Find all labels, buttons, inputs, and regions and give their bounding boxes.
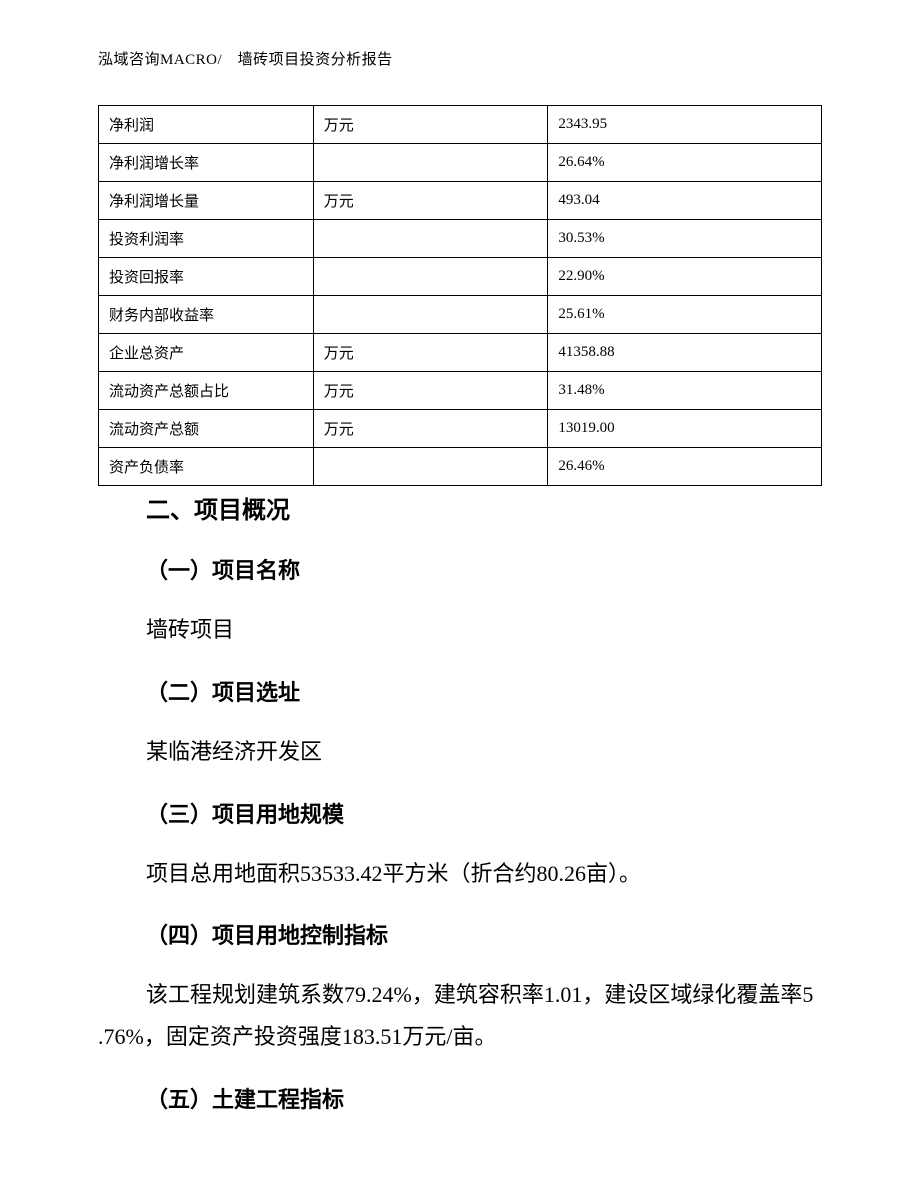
financial-table-container: 净利润 万元 2343.95 净利润增长率 26.64% 净利润增长量 万元 4…	[98, 105, 822, 486]
table-row: 净利润增长量 万元 493.04	[99, 182, 822, 220]
sub-body-4-line1: 该工程规划建筑系数79.24%，建筑容积率1.01，建设区域绿化覆盖率5	[98, 974, 822, 1016]
sub-title-5: （五）土建工程指标	[98, 1082, 822, 1114]
sub-body-4-line2: .76%，固定资产投资强度183.51万元/亩。	[98, 1016, 822, 1058]
row-label: 企业总资产	[99, 334, 314, 372]
row-value: 26.64%	[548, 144, 822, 182]
row-label: 流动资产总额占比	[99, 372, 314, 410]
row-value: 2343.95	[548, 106, 822, 144]
table-row: 流动资产总额 万元 13019.00	[99, 410, 822, 448]
row-label: 净利润	[99, 106, 314, 144]
sub-body-3: 项目总用地面积53533.42平方米（折合约80.26亩）。	[98, 853, 822, 895]
sub-title-2: （二）项目选址	[98, 675, 822, 707]
row-label: 资产负债率	[99, 448, 314, 486]
row-value: 26.46%	[548, 448, 822, 486]
table-row: 净利润增长率 26.64%	[99, 144, 822, 182]
row-label: 投资回报率	[99, 258, 314, 296]
row-value: 22.90%	[548, 258, 822, 296]
row-value: 30.53%	[548, 220, 822, 258]
section-title: 二、项目概况	[98, 490, 822, 525]
row-unit	[313, 144, 548, 182]
sub-title-1: （一）项目名称	[98, 553, 822, 585]
row-unit	[313, 220, 548, 258]
page-header: 泓域咨询MACRO/ 墙砖项目投资分析报告	[98, 48, 393, 69]
table-row: 资产负债率 26.46%	[99, 448, 822, 486]
sub-body-2: 某临港经济开发区	[98, 731, 822, 773]
row-unit: 万元	[313, 106, 548, 144]
row-value: 25.61%	[548, 296, 822, 334]
row-unit: 万元	[313, 334, 548, 372]
table-row: 流动资产总额占比 万元 31.48%	[99, 372, 822, 410]
row-unit	[313, 258, 548, 296]
row-label: 投资利润率	[99, 220, 314, 258]
row-label: 财务内部收益率	[99, 296, 314, 334]
table-row: 财务内部收益率 25.61%	[99, 296, 822, 334]
content-body: 二、项目概况 （一）项目名称 墙砖项目 （二）项目选址 某临港经济开发区 （三）…	[98, 490, 822, 1138]
financial-table: 净利润 万元 2343.95 净利润增长率 26.64% 净利润增长量 万元 4…	[98, 105, 822, 486]
sub-title-3: （三）项目用地规模	[98, 797, 822, 829]
row-unit: 万元	[313, 182, 548, 220]
row-label: 流动资产总额	[99, 410, 314, 448]
row-unit	[313, 296, 548, 334]
row-value: 13019.00	[548, 410, 822, 448]
table-row: 投资利润率 30.53%	[99, 220, 822, 258]
row-unit: 万元	[313, 410, 548, 448]
sub-title-4: （四）项目用地控制指标	[98, 918, 822, 950]
row-label: 净利润增长率	[99, 144, 314, 182]
row-value: 493.04	[548, 182, 822, 220]
table-row: 净利润 万元 2343.95	[99, 106, 822, 144]
row-unit: 万元	[313, 372, 548, 410]
row-unit	[313, 448, 548, 486]
sub-body-1: 墙砖项目	[98, 609, 822, 651]
table-row: 投资回报率 22.90%	[99, 258, 822, 296]
row-label: 净利润增长量	[99, 182, 314, 220]
header-text: 泓域咨询MACRO/ 墙砖项目投资分析报告	[98, 52, 393, 68]
table-row: 企业总资产 万元 41358.88	[99, 334, 822, 372]
row-value: 41358.88	[548, 334, 822, 372]
row-value: 31.48%	[548, 372, 822, 410]
